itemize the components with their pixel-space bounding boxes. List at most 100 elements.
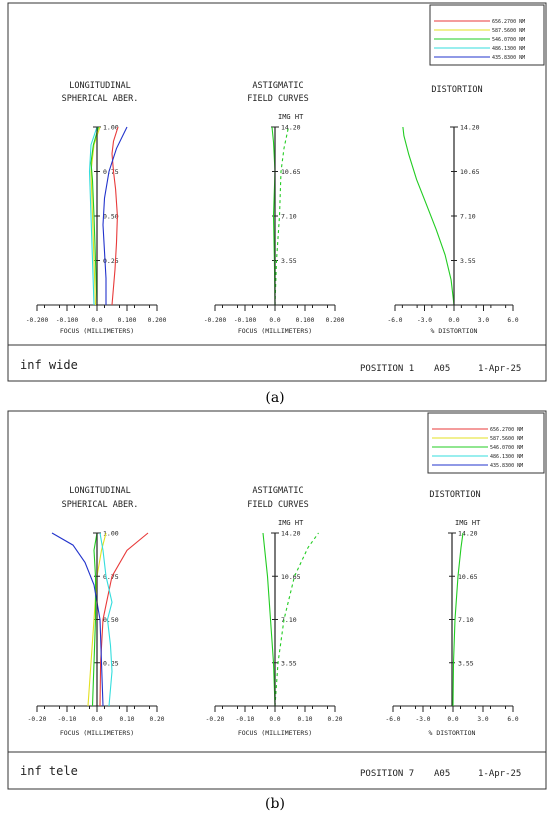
panel-b-legend-box [427,412,545,474]
y-tick-label: 7.10 [281,213,297,221]
panel-a-caption: (a) [265,390,284,406]
y-tick-label: 3.55 [281,659,297,667]
x-tick-label: 0.0 [269,716,280,723]
legend-label: 546.0700 NM [490,445,523,451]
y-tick-label: 3.55 [281,257,297,265]
series-line-0 [111,126,119,306]
panel-a: inf wide POSITION 1 A05 1-Apr-25 [7,2,547,382]
chart-0: LONGITUDINAL SPHERICAL ABER. -0.200 -0.100 0… [26,81,167,335]
x-tick-label: -6.0 [388,317,403,324]
series-line-3 [99,532,113,707]
y-tick-label: 0.25 [103,659,119,667]
y-tick-label: 10.65 [458,573,478,581]
y-tick-label: 0.25 [103,257,119,265]
x-tick-label: -0.10 [58,716,77,723]
legend-label: 486.1300 NM [490,454,523,460]
x-tick-label: 0.10 [298,716,313,723]
series-line-0 [262,532,276,707]
chart-5: DISTORTION IMG HT -6.0 -3.0 0.0 3.0 6.0 14.20 10… [386,490,519,737]
y-tick-label: 10.65 [281,168,301,176]
x-tick-label: 0.0 [269,317,280,324]
x-tick-label: -0.200 [204,317,227,324]
panel-b-footer-left: inf tele [20,764,78,778]
x-tick-label: -6.0 [386,716,401,723]
x-tick-label: -0.20 [206,716,225,723]
panel-a-footer-position: POSITION 1 [360,364,414,374]
x-tick-label: 0.200 [326,317,345,324]
y-tick-label: 10.65 [460,168,480,176]
x-tick-label: -0.10 [236,716,255,723]
chart-title-line1: ASTIGMATIC [252,81,303,91]
legend-label: 435.8300 NM [490,463,523,469]
x-axis-label: FOCUS (MILLIMETERS) [60,327,134,335]
chart-3: LONGITUDINAL SPHERICAL ABER. -0.20 -0.10 0.0… [28,486,165,737]
series-line-0 [402,126,455,306]
chart-2: DISTORTION -6.0 -3.0 0.0 3.0 6.0 14.20 10.65 7.1… [388,85,519,335]
panel-b-caption: (b) [265,796,285,812]
series-line-1 [90,126,101,306]
panel-a-footer-date: 1-Apr-25 [478,364,521,374]
y-tick-label: 0.50 [103,213,119,221]
chart-title: DISTORTION [431,85,482,95]
series-line-2 [90,126,100,306]
chart-title-line2: SPHERICAL ABER. [62,94,139,104]
x-tick-label: -3.0 [417,317,432,324]
x-tick-label: 6.0 [507,716,518,723]
x-tick-label: 3.0 [477,716,488,723]
chart-4: ASTIGMATIC FIELD CURVES IMG HT -0.20 -0.10 0.… [206,486,343,737]
x-tick-label: 0.100 [118,317,137,324]
x-tick-label: 0.20 [328,716,343,723]
img-ht-label: IMG HT [278,519,304,527]
x-tick-label: 0.0 [448,317,459,324]
panel-a-footer-code: A05 [434,364,450,374]
x-tick-label: 0.10 [120,716,135,723]
chart-title-line2: SPHERICAL ABER. [62,500,139,510]
x-tick-label: -3.0 [416,716,431,723]
y-tick-label: 1.00 [103,124,119,132]
x-tick-label: -0.100 [56,317,79,324]
x-axis-label: FOCUS (MILLIMETERS) [60,729,134,737]
x-tick-label: 0.20 [150,716,165,723]
x-tick-label: 0.0 [91,716,102,723]
x-axis-label: FOCUS (MILLIMETERS) [238,729,312,737]
chart-title-line2: FIELD CURVES [247,500,308,510]
y-tick-label: 3.55 [458,659,474,667]
x-tick-label: 6.0 [507,317,518,324]
y-tick-label: 0.50 [103,616,119,624]
y-tick-label: 0.75 [103,168,119,176]
y-tick-label: 7.10 [281,616,297,624]
x-tick-label: -0.20 [28,716,47,723]
charts-layer: 656.2700 NM 587.5600 NM 546.0700 NM 486.130… [26,19,525,737]
x-axis-label: % DISTORTION [431,327,478,335]
panel-a-legend-box [429,4,545,66]
x-tick-label: 0.0 [447,716,458,723]
legend-label: 587.5600 NM [492,28,525,34]
y-tick-label: 7.10 [458,616,474,624]
series-line-1 [274,532,319,707]
series-line-0 [99,532,149,707]
series-line-4 [51,532,104,707]
y-tick-label: 14.20 [281,124,301,132]
panel-b-footer-date: 1-Apr-25 [478,769,521,779]
legend-label: 486.1300 NM [492,46,525,52]
chart-title: DISTORTION [429,490,480,500]
panel-b-footer-code: A05 [434,769,450,779]
y-tick-label: 14.20 [460,124,480,132]
y-tick-label: 14.20 [458,530,478,538]
legend-label: 546.0700 NM [492,37,525,43]
chart-title-line1: LONGITUDINAL [69,81,130,91]
x-tick-label: 0.200 [148,317,167,324]
legend-label: 656.2700 NM [490,427,523,433]
y-tick-label: 1.00 [103,530,119,538]
legend-label: 587.5600 NM [490,436,523,442]
chart-title-line2: FIELD CURVES [247,94,308,104]
x-tick-label: 3.0 [478,317,489,324]
chart-title-line1: ASTIGMATIC [252,486,303,496]
img-ht-label: IMG HT [278,113,304,121]
y-tick-label: 7.10 [460,213,476,221]
y-tick-label: 14.20 [281,530,301,538]
x-tick-label: -0.100 [234,317,257,324]
legend-label: 656.2700 NM [492,19,525,25]
panel-a-frame [7,2,547,382]
